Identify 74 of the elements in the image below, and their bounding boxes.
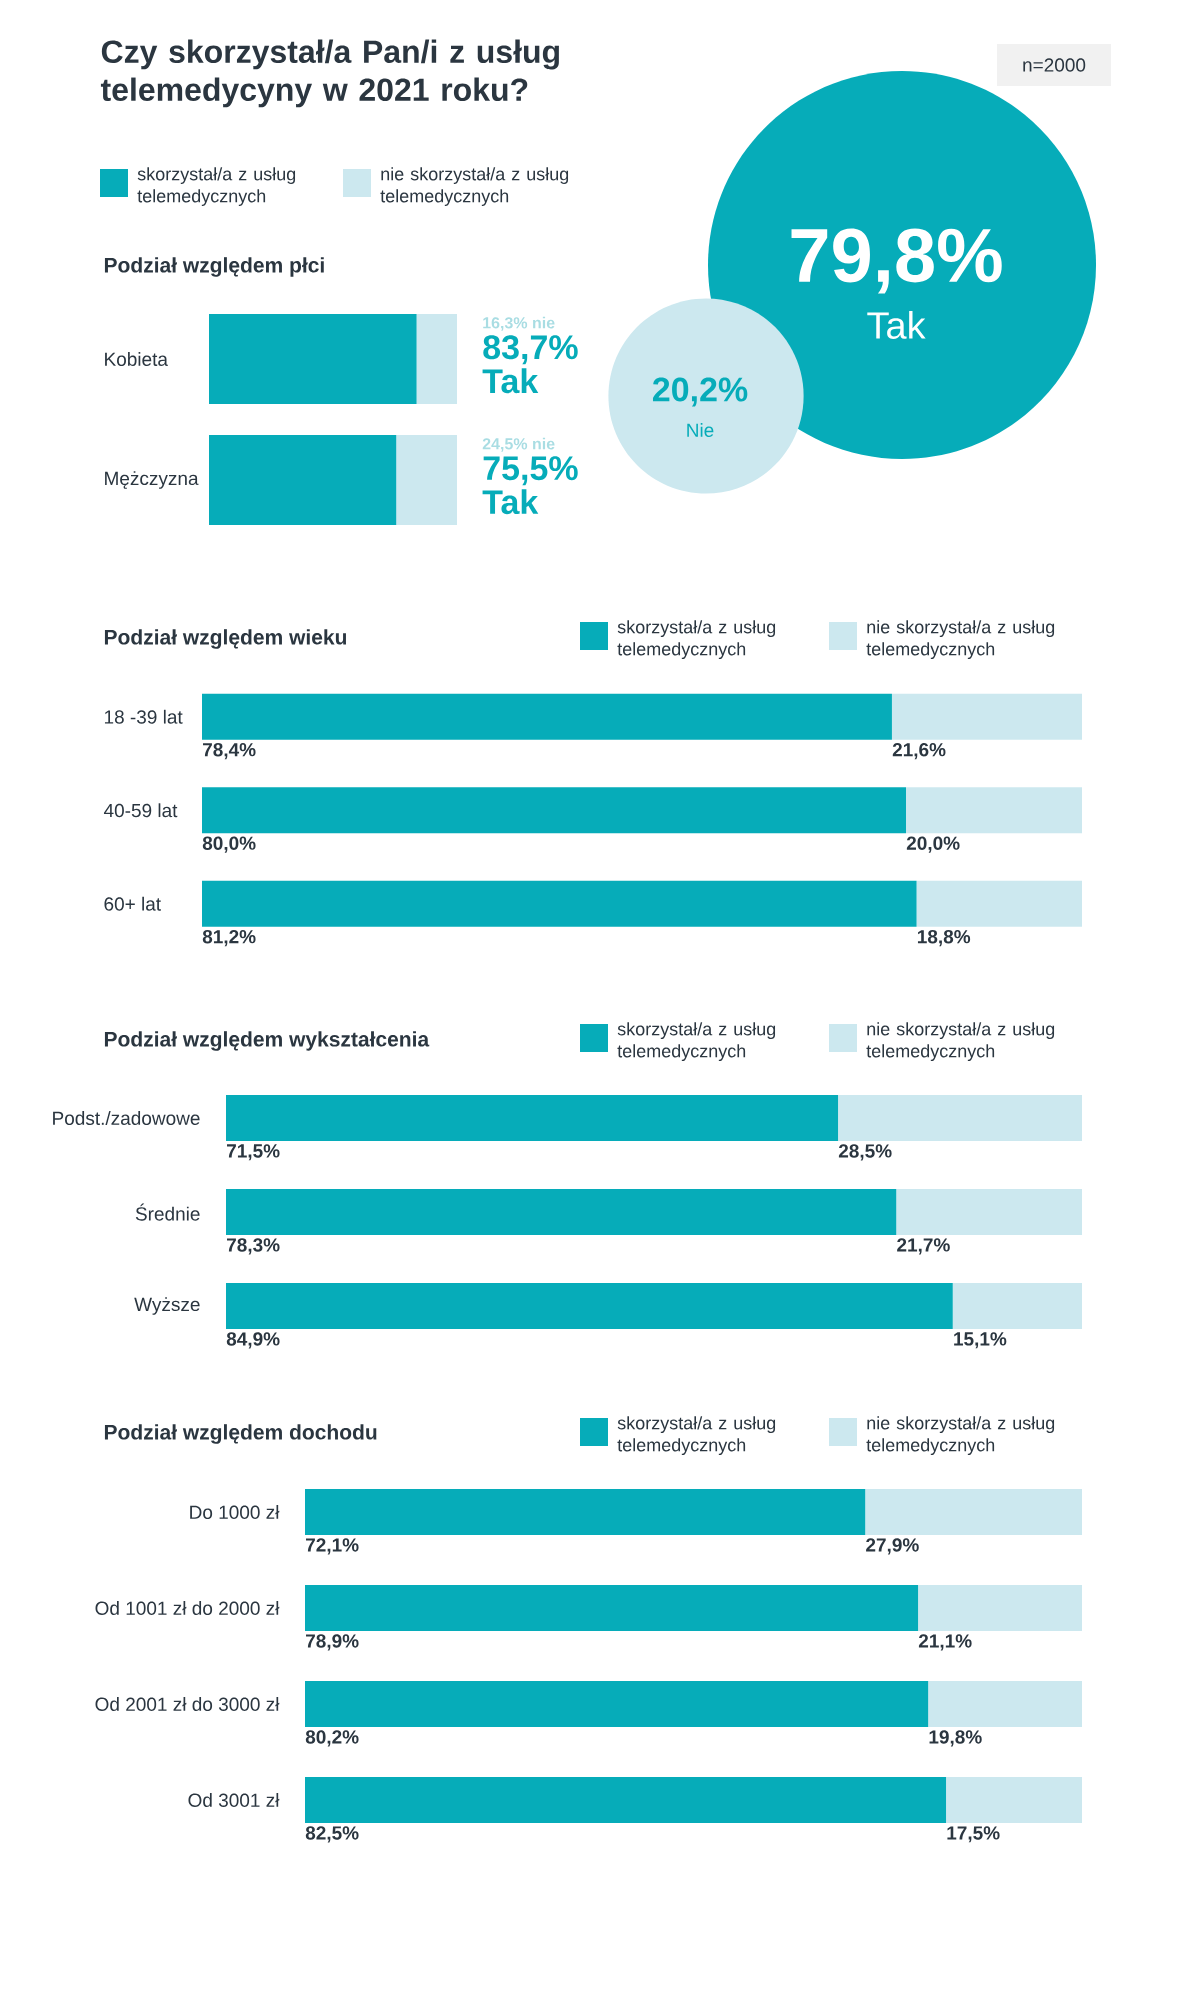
data-label: 21,7% [897, 1238, 950, 1255]
data-label: 79,8% [791, 228, 1002, 294]
data-label: 21,6% [892, 742, 946, 760]
y-tick-label: 60+ lat [104, 896, 161, 911]
legend-label: skorzystał/a z usług telemedycznych [617, 1022, 776, 1061]
data-label: 28,5% [838, 1144, 892, 1161]
bar [952, 1283, 1083, 1330]
data-label: 15,1% [954, 1332, 1007, 1349]
data-label: 80,0% [202, 836, 256, 853]
y-tick-label: Średnie [135, 1203, 200, 1221]
legend-label: nie skorzystał/a z usług telemedycznych [380, 167, 569, 206]
bar [305, 1777, 947, 1824]
bar [226, 1189, 897, 1236]
data-label: 27,9% [866, 1538, 919, 1555]
legend-label: skorzystał/a z usług telemedycznych [137, 167, 296, 206]
data-label: 20,2% [652, 377, 748, 407]
data-label: 21,1% [918, 1634, 972, 1651]
category-label: Tak [867, 311, 926, 339]
y-tick-label: Od 2001 zł do 3000 zł [95, 1697, 280, 1711]
data-label: 24,5% nie [482, 437, 555, 452]
bar [906, 787, 1083, 834]
data-label: 75,5% Tak [482, 456, 578, 515]
legend-label: nie skorzystał/a z usług telemedycznych [866, 1022, 1055, 1061]
y-tick-label: Podst./zadowowe [53, 1111, 200, 1125]
bar [946, 1777, 1083, 1824]
data-label: 80,2% [305, 1730, 359, 1747]
bar [865, 1489, 1083, 1536]
data-label: 19,8% [929, 1730, 982, 1747]
bar [838, 1095, 1083, 1142]
data-label: 16,3% nie [483, 316, 555, 331]
legend-label: nie skorzystał/a z usług telemedycznych [866, 1416, 1055, 1455]
data-label: 71,5% [227, 1144, 280, 1161]
data-label: 17,5% [947, 1826, 1000, 1843]
chart-title: Podział względem płci [104, 257, 324, 277]
data-label: 82,5% [305, 1826, 359, 1843]
y-tick-label: Od 1001 zł do 2000 zł [95, 1601, 280, 1615]
legend-label: nie skorzystał/a z usług telemedycznych [866, 620, 1055, 659]
legend-label: skorzystał/a z usług telemedycznych [617, 1416, 776, 1455]
chart-title: Podział względem dochodu [104, 1424, 377, 1444]
data-label: 81,2% [202, 929, 256, 947]
bar [202, 787, 907, 834]
bar [891, 693, 1083, 740]
bar [202, 693, 892, 740]
text: n=2000 [1023, 58, 1086, 72]
data-label: 72,1% [306, 1538, 359, 1555]
y-tick-label: 18 -39 lat [104, 709, 183, 724]
y-tick-label: Kobieta [105, 352, 168, 366]
category-label: Nie [687, 423, 714, 437]
bar [918, 1585, 1083, 1632]
bar [896, 1189, 1083, 1236]
y-tick-label: Do 1000 zł [190, 1505, 280, 1519]
y-tick-label: Od 3001 zł [188, 1793, 280, 1807]
data-label: 18,8% [917, 929, 971, 947]
bar [305, 1681, 929, 1728]
y-tick-label: Mężczyzna [105, 471, 199, 489]
y-tick-label: 40-59 lat [103, 803, 178, 818]
bar [305, 1585, 919, 1632]
bar [928, 1681, 1083, 1728]
data-label: 78,4% [203, 742, 256, 760]
bar [226, 1283, 953, 1330]
data-label: 78,9% [306, 1634, 359, 1651]
legend-label: skorzystał/a z usług telemedycznych [617, 620, 776, 659]
bar [202, 880, 917, 927]
y-tick-label: Wyższe [134, 1297, 200, 1315]
data-label: 83,7% Tak [482, 335, 578, 394]
chart-title: Podział względem wykształcenia [104, 1031, 430, 1051]
data-label: 78,3% [227, 1238, 280, 1255]
bar [226, 1095, 839, 1142]
data-label: 20,0% [906, 836, 960, 853]
bar [916, 880, 1083, 927]
data-label: 84,9% [226, 1332, 280, 1349]
chart-title: Podział względem wieku [104, 629, 347, 649]
bar [305, 1489, 866, 1536]
text: Czy skorzystał/a Pan/i z usług telemedycyny w 2021 roku? [100, 39, 559, 108]
